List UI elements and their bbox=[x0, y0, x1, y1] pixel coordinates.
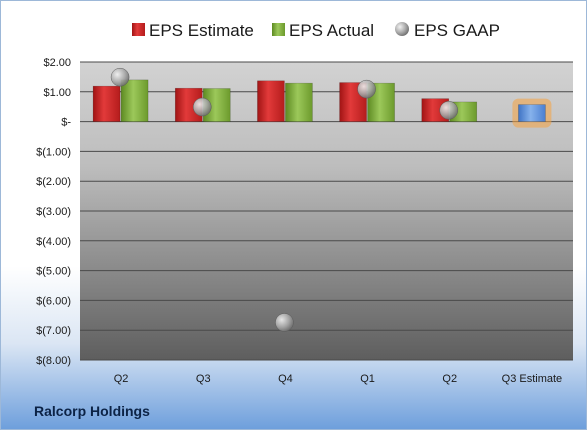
gaap-points bbox=[110, 67, 458, 332]
x-tick-label: Q2 bbox=[114, 373, 129, 385]
point-eps-gaap bbox=[439, 101, 458, 120]
legend-label-estimate: EPS Estimate bbox=[149, 21, 254, 40]
y-tick-label: $1.00 bbox=[43, 87, 71, 99]
y-tick-label: $2.00 bbox=[43, 57, 71, 69]
legend-label-actual: EPS Actual bbox=[289, 21, 374, 40]
bar-eps-actual bbox=[285, 82, 313, 122]
legend-swatch-estimate bbox=[132, 23, 145, 36]
y-tick-label: $(1.00) bbox=[36, 146, 71, 158]
legend: EPS Estimate EPS Actual EPS GAAP bbox=[132, 21, 500, 40]
y-tick-label: $(7.00) bbox=[36, 325, 71, 337]
y-axis-ticks: $2.00 $1.00 $- $(1.00) $(2.00) $(3.00) $(4.00)… bbox=[36, 57, 71, 367]
legend-item-estimate: EPS Estimate bbox=[132, 21, 254, 40]
bar-eps-estimate bbox=[92, 85, 121, 122]
x-tick-label: Q3 Estimate bbox=[502, 373, 563, 385]
legend-swatch-actual bbox=[272, 23, 285, 36]
point-eps-gaap bbox=[357, 79, 376, 99]
y-tick-label: $(6.00) bbox=[36, 295, 71, 307]
legend-label-gaap: EPS GAAP bbox=[414, 21, 500, 40]
x-tick-label: Q4 bbox=[278, 373, 293, 385]
legend-item-actual: EPS Actual bbox=[272, 21, 374, 40]
y-tick-label: $(3.00) bbox=[36, 206, 71, 218]
bar-eps-actual bbox=[120, 79, 149, 122]
point-eps-gaap bbox=[275, 313, 294, 332]
y-tick-label: $(5.00) bbox=[36, 266, 71, 278]
bar-eps-estimate bbox=[257, 80, 285, 122]
legend-item-gaap: EPS GAAP bbox=[395, 21, 500, 40]
legend-swatch-gaap bbox=[395, 22, 409, 36]
y-tick-label: $(2.00) bbox=[36, 176, 71, 188]
bars bbox=[92, 79, 552, 128]
bar-eps-projection bbox=[518, 104, 546, 122]
x-axis-ticks: Q2 Q3 Q4 Q1 Q2 Q3 Estimate bbox=[114, 373, 562, 385]
x-tick-label: Q1 bbox=[360, 373, 375, 385]
x-tick-label: Q3 bbox=[196, 373, 211, 385]
y-tick-label: $- bbox=[61, 117, 71, 129]
x-tick-label: Q2 bbox=[442, 373, 457, 385]
point-eps-gaap bbox=[110, 67, 130, 87]
point-eps-gaap bbox=[193, 97, 212, 117]
company-name: Ralcorp Holdings bbox=[34, 403, 150, 419]
y-tick-label: $(4.00) bbox=[36, 236, 71, 248]
y-tick-label: $(8.00) bbox=[36, 355, 71, 367]
grid-lines bbox=[80, 61, 573, 361]
